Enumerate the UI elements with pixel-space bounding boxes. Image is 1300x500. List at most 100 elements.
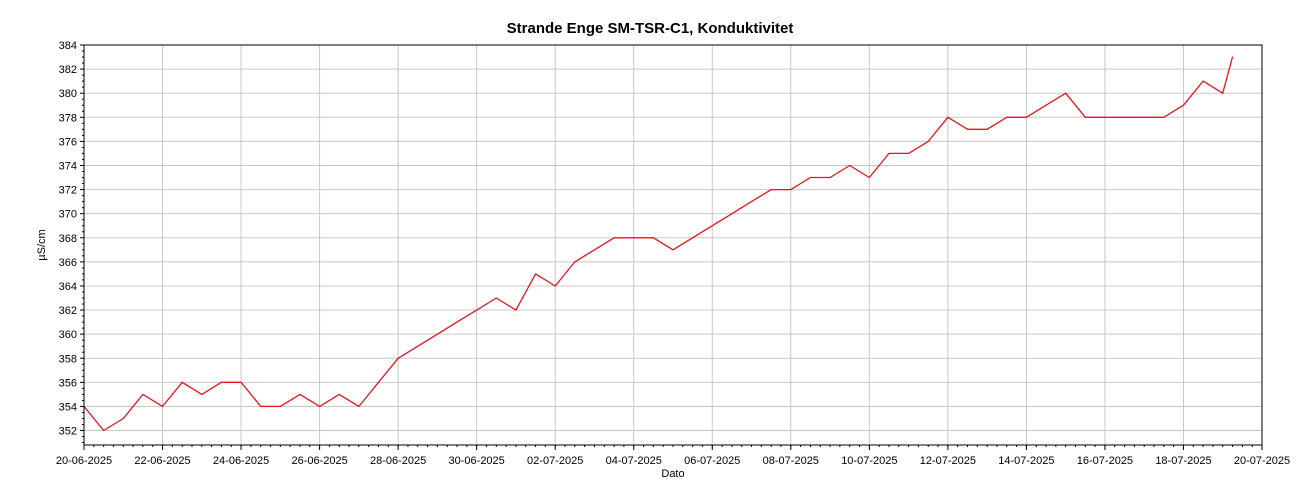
data-point (868, 176, 870, 179)
data-point (299, 393, 301, 395)
data-point (750, 201, 753, 203)
data-point (1104, 116, 1106, 118)
data-point (397, 357, 399, 359)
x-tick-label: 24-06-2025 (213, 455, 269, 467)
data-point (1025, 116, 1027, 118)
data-point (888, 152, 890, 155)
data-point (495, 297, 497, 299)
data-point (574, 261, 576, 263)
tick-labels: 352 354 356 358 360 362 364 366 368 370 372 374 376 3… (56, 40, 1290, 467)
x-tick-label: 08-07-2025 (763, 455, 819, 467)
data-point (1231, 56, 1234, 58)
data-point (908, 152, 910, 155)
data-point (554, 285, 556, 287)
data-point (220, 381, 223, 383)
y-tick-label: 356 (59, 377, 77, 389)
y-tick-label: 360 (59, 329, 77, 341)
y-tick-label: 378 (59, 112, 77, 124)
data-point (1143, 116, 1145, 118)
data-point (986, 128, 988, 130)
x-tick-label: 16-07-2025 (1077, 455, 1133, 467)
data-point (1163, 116, 1165, 118)
data-point (338, 393, 340, 395)
data-point (122, 417, 124, 420)
x-tick-label: 04-07-2025 (606, 455, 662, 467)
data-point (809, 176, 812, 179)
x-tick-label: 20-07-2025 (1234, 455, 1290, 467)
y-tick-label: 372 (59, 185, 77, 197)
y-tick-label: 368 (59, 233, 77, 245)
data-point (849, 164, 851, 167)
data-point (652, 237, 654, 239)
x-tick-label: 06-07-2025 (684, 455, 740, 467)
data-point (1182, 104, 1185, 106)
x-tick-label: 26-06-2025 (291, 455, 347, 467)
data-point (672, 249, 674, 251)
data-point (534, 273, 537, 275)
y-tick-label: 374 (59, 160, 77, 172)
x-tick-label: 30-06-2025 (449, 455, 505, 467)
data-point (417, 345, 419, 347)
data-point (1084, 116, 1086, 118)
data-point (1045, 104, 1047, 106)
y-tick-label: 354 (59, 401, 77, 413)
data-point (966, 128, 969, 130)
y-tick-label: 384 (59, 40, 77, 52)
data-point (947, 116, 949, 118)
data-point (260, 405, 262, 408)
data-point (142, 393, 144, 395)
data-point (1222, 92, 1224, 94)
y-axis-label: µS/cm (36, 229, 48, 260)
data-point (1065, 92, 1067, 94)
data-point (593, 249, 596, 251)
data-point (731, 213, 733, 215)
data-point (201, 393, 203, 395)
data-point (515, 309, 517, 311)
data-point (161, 405, 164, 408)
data-point (633, 237, 635, 239)
data-point (1202, 80, 1204, 82)
data-point (279, 405, 281, 408)
tick-marks (80, 44, 1263, 450)
x-tick-label: 18-07-2025 (1155, 455, 1211, 467)
x-tick-label: 02-07-2025 (527, 455, 583, 467)
y-tick-label: 362 (59, 305, 77, 317)
data-point (790, 188, 792, 191)
x-tick-label: 20-06-2025 (56, 455, 112, 467)
series-layer (83, 56, 1234, 432)
x-tick-label: 22-06-2025 (134, 455, 190, 467)
data-point (1123, 116, 1126, 118)
grid (84, 44, 1262, 445)
data-point (456, 321, 458, 323)
data-point (476, 309, 478, 311)
data-point (927, 140, 929, 142)
y-tick-label: 376 (59, 136, 77, 148)
data-point (711, 225, 713, 227)
y-tick-label: 382 (59, 64, 77, 76)
series-line (83, 56, 1234, 432)
plot-area (83, 44, 1263, 446)
x-axis-label: Dato (661, 468, 684, 480)
y-tick-label: 364 (59, 281, 77, 293)
data-point (829, 176, 831, 179)
data-point (770, 188, 772, 191)
data-point (377, 381, 380, 383)
data-point (319, 405, 321, 408)
y-tick-label: 380 (59, 88, 77, 100)
x-tick-label: 12-07-2025 (920, 455, 976, 467)
x-tick-label: 10-07-2025 (841, 455, 897, 467)
data-point (103, 429, 105, 432)
data-point (613, 237, 615, 239)
data-point (1006, 116, 1008, 118)
data-point (240, 381, 242, 383)
data-point (358, 405, 360, 408)
chart-title: Strande Enge SM-TSR-C1, Konduktivitet (506, 20, 794, 37)
data-point (692, 237, 694, 239)
data-point (181, 381, 183, 383)
y-tick-label: 366 (59, 257, 77, 269)
x-tick-label: 28-06-2025 (370, 455, 426, 467)
y-tick-label: 352 (59, 426, 77, 438)
y-tick-label: 370 (59, 209, 77, 221)
data-point (436, 333, 438, 335)
